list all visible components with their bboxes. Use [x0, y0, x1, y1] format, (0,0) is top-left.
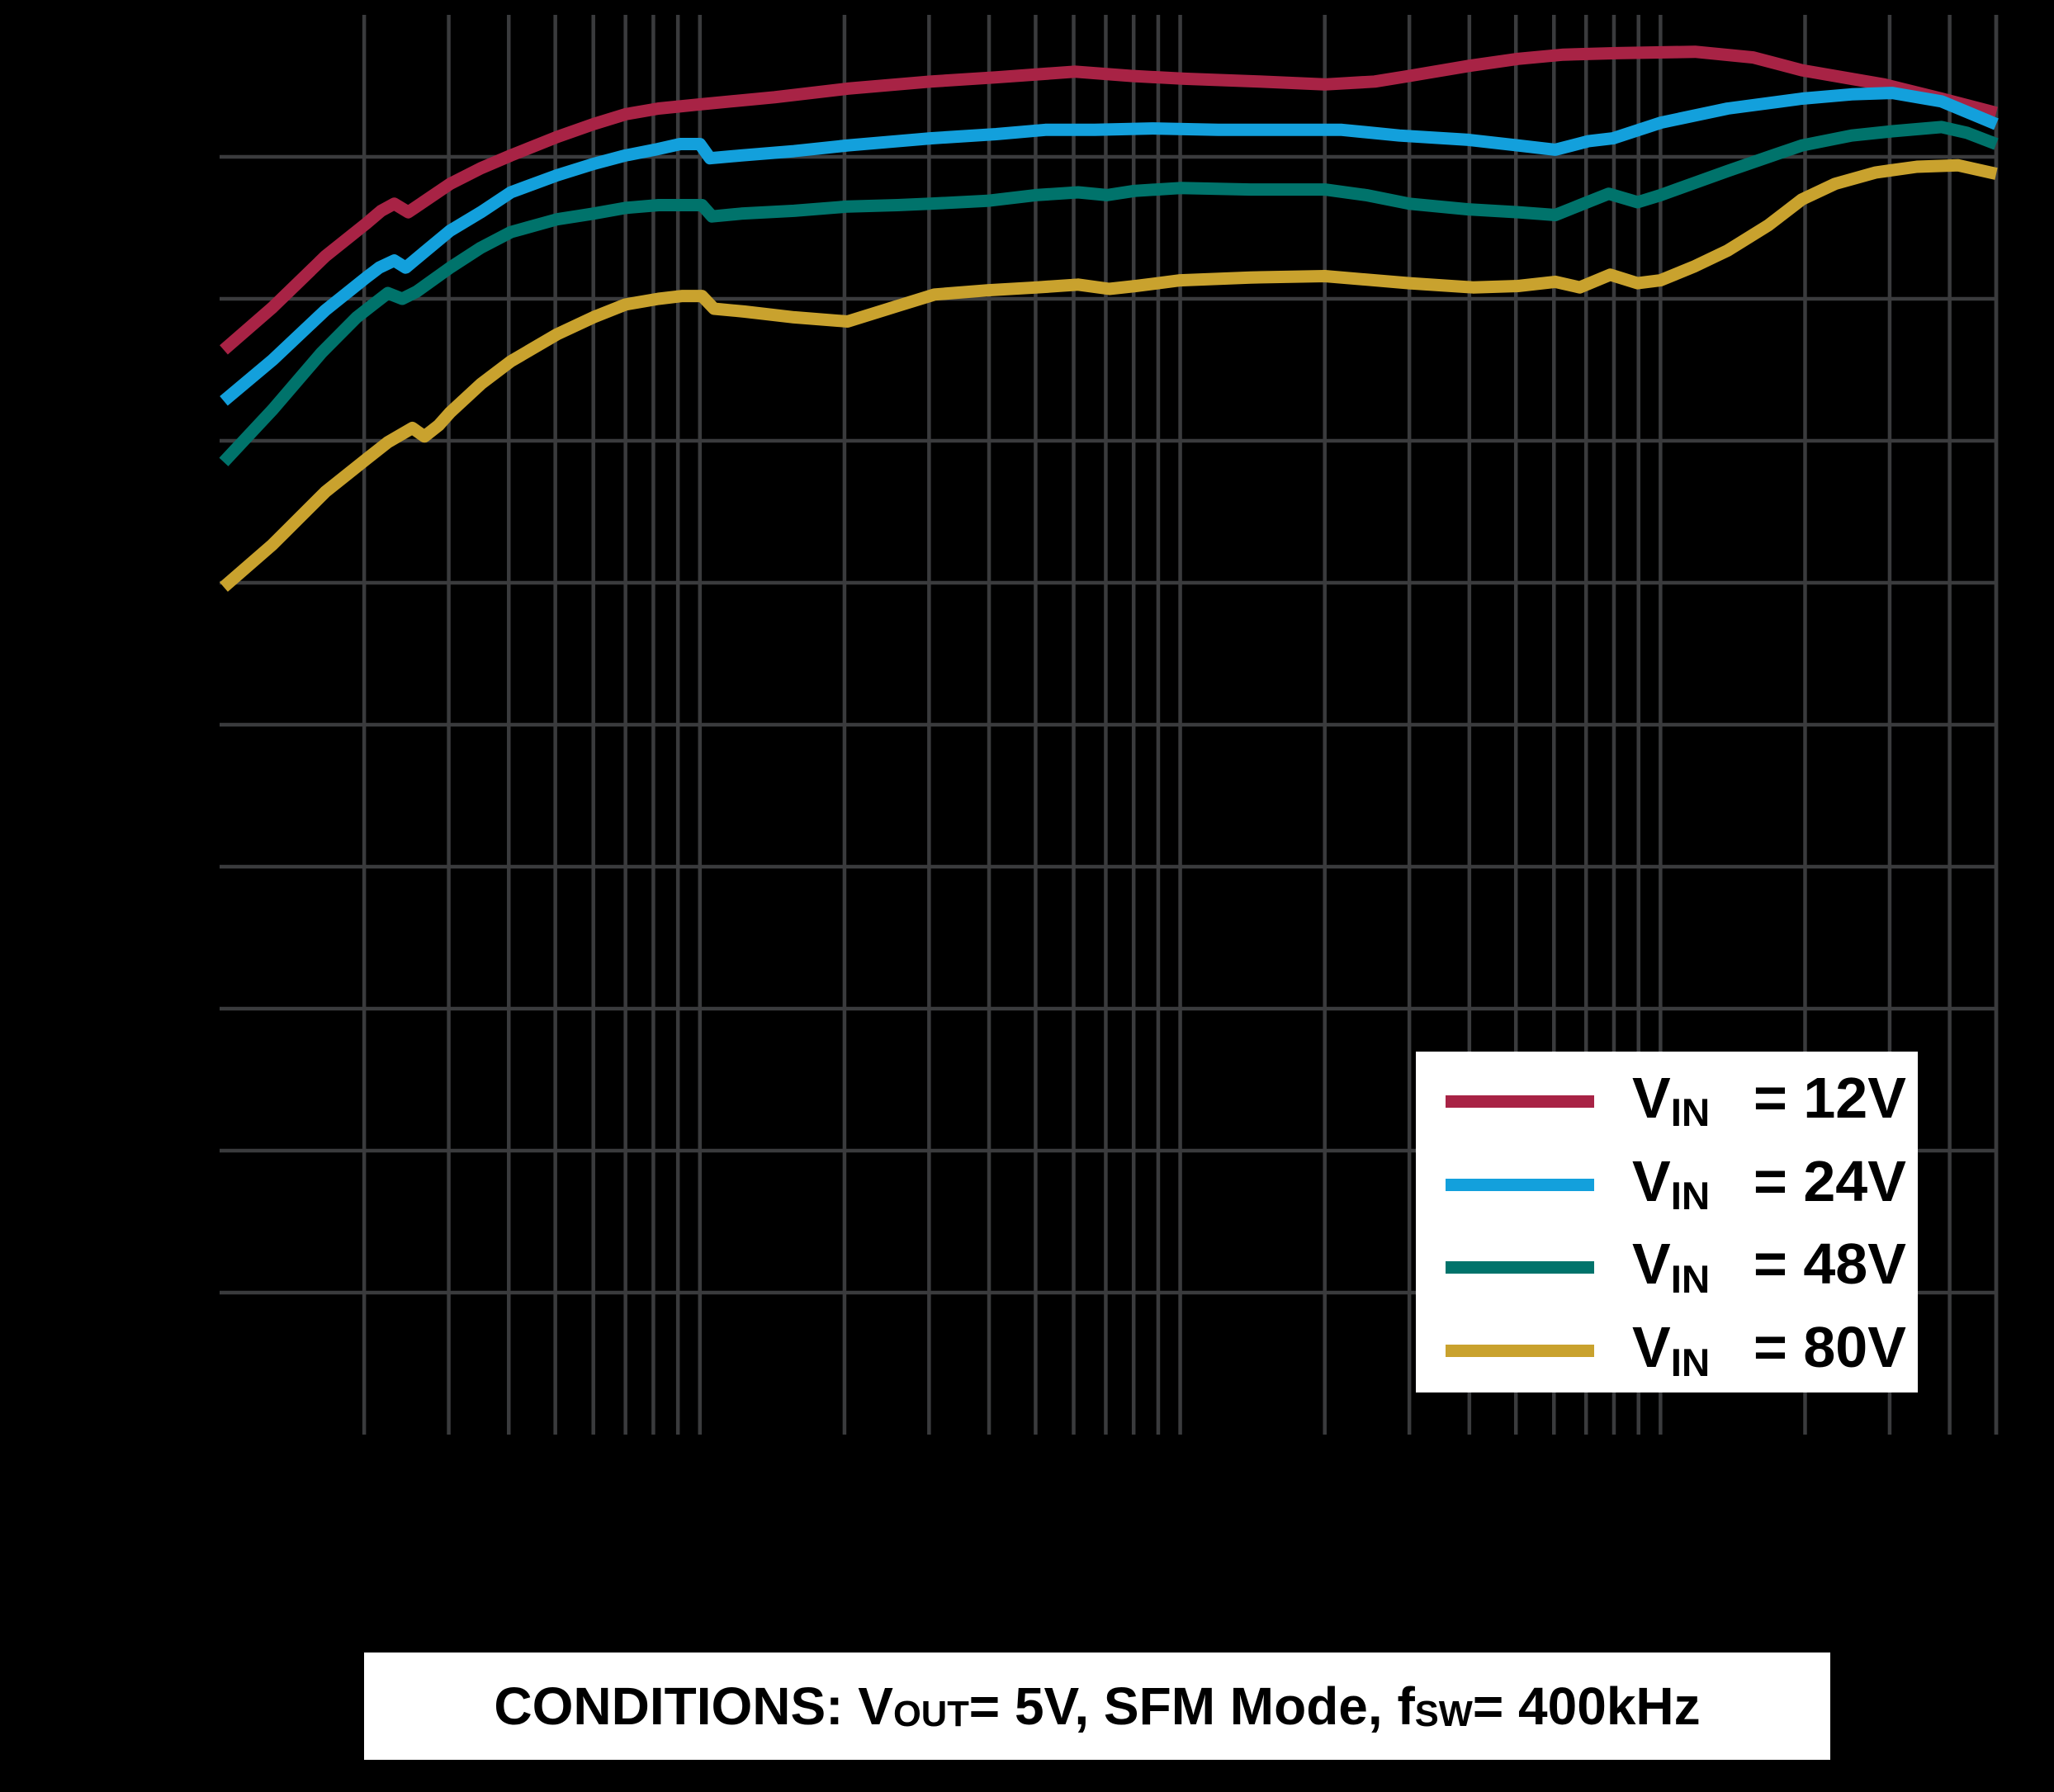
- legend-swatch: [1446, 1178, 1594, 1191]
- conditions-text: = 5V, SFM Mode, f: [968, 1676, 1415, 1736]
- conditions-subscript-fsw: SW: [1414, 1694, 1473, 1734]
- conditions-text: CONDITIONS: V: [494, 1676, 893, 1736]
- legend-var-subscript: IN: [1670, 1340, 1711, 1385]
- legend: VIN = 12V VIN = 24V VIN = 48V VIN = 80V: [1416, 1052, 1918, 1392]
- legend-label: VIN = 24V: [1632, 1152, 1906, 1218]
- legend-value: = 48V: [1753, 1232, 1906, 1297]
- legend-swatch: [1446, 1095, 1594, 1108]
- legend-value: = 12V: [1753, 1065, 1906, 1130]
- legend-item: VIN = 24V: [1416, 1143, 1918, 1227]
- legend-var-symbol: V: [1632, 1232, 1671, 1297]
- legend-label: VIN = 12V: [1632, 1065, 1906, 1136]
- legend-var-subscript: IN: [1670, 1175, 1711, 1219]
- legend-swatch: [1446, 1345, 1594, 1358]
- legend-swatch: [1446, 1261, 1594, 1274]
- curve-vin-48v: [219, 121, 1999, 466]
- legend-item: VIN = 48V: [1416, 1227, 1918, 1310]
- legend-label: VIN = 80V: [1632, 1315, 1906, 1385]
- conditions-subscript-vout: OUT: [892, 1694, 969, 1734]
- conditions-text: = 400kHz: [1472, 1676, 1701, 1736]
- legend-var-symbol: V: [1632, 1065, 1671, 1130]
- legend-label: VIN = 48V: [1632, 1232, 1906, 1302]
- legend-var-subscript: IN: [1670, 1257, 1711, 1302]
- legend-var-symbol: V: [1632, 1315, 1671, 1380]
- legend-item: VIN = 12V: [1416, 1060, 1918, 1143]
- legend-item: VIN = 80V: [1416, 1309, 1918, 1392]
- curve-vin-12v: [220, 45, 1998, 355]
- legend-value: = 80V: [1753, 1315, 1906, 1380]
- legend-value: = 24V: [1753, 1148, 1906, 1213]
- curve-vin-24v: [220, 87, 1999, 406]
- conditions-banner: CONDITIONS: V OUT = 5V, SFM Mode, f SW = 4…: [364, 1653, 1830, 1760]
- curve-vin-80v: [220, 158, 1998, 592]
- legend-var-subscript: IN: [1670, 1091, 1711, 1136]
- legend-var-symbol: V: [1632, 1148, 1671, 1213]
